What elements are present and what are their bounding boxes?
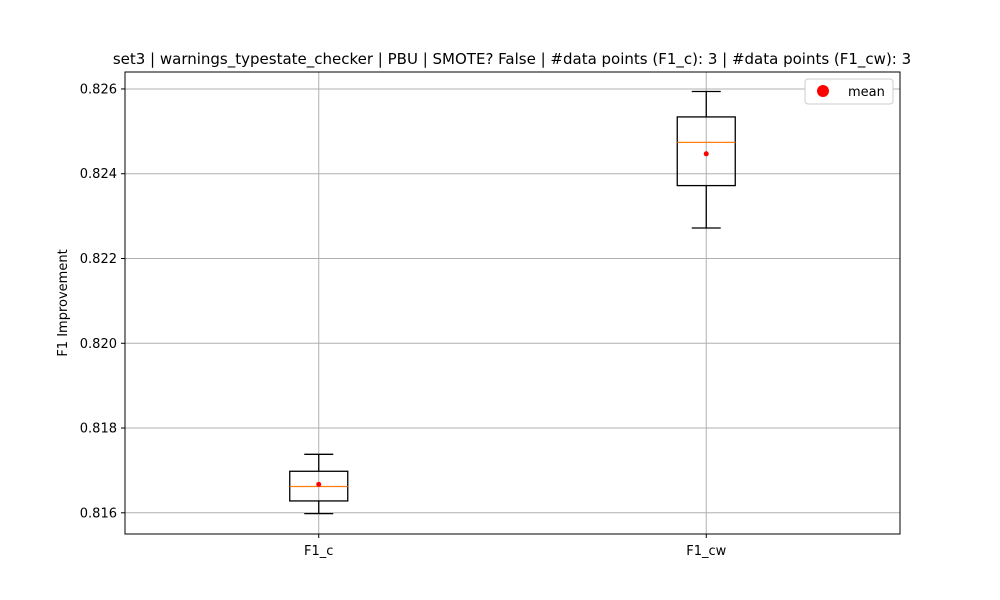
y-tick-label: 0.818	[80, 422, 117, 437]
legend-mean-label: mean	[848, 85, 885, 100]
mean-marker	[316, 481, 322, 487]
legend-mean-marker	[817, 85, 829, 97]
y-tick-label: 0.820	[80, 337, 117, 352]
y-tick-label: 0.826	[80, 82, 117, 97]
y-tick-label: 0.816	[80, 506, 117, 521]
box-F1_cw	[676, 90, 736, 229]
box-iqr	[676, 116, 736, 187]
x-tick-label: F1_c	[304, 544, 333, 559]
mean-marker	[703, 151, 709, 157]
box-F1_c	[289, 453, 349, 515]
x-tick-label: F1_cw	[686, 544, 726, 559]
legend-frame	[804, 78, 894, 105]
chart-title: set3 | warnings_typestate_checker | PBU …	[113, 50, 911, 69]
plot-area-frame	[124, 71, 901, 535]
axis-ticks: 0.816 0.818 0.820 0.822 0.824 0.826 F1_c F1_cw	[80, 82, 727, 559]
boxes	[289, 90, 736, 515]
grid-lines	[125, 72, 900, 534]
y-tick-label: 0.824	[80, 167, 117, 182]
y-axis-label: F1 Improvement	[56, 249, 71, 356]
legend: mean	[804, 78, 894, 105]
y-tick-label: 0.822	[80, 252, 117, 267]
